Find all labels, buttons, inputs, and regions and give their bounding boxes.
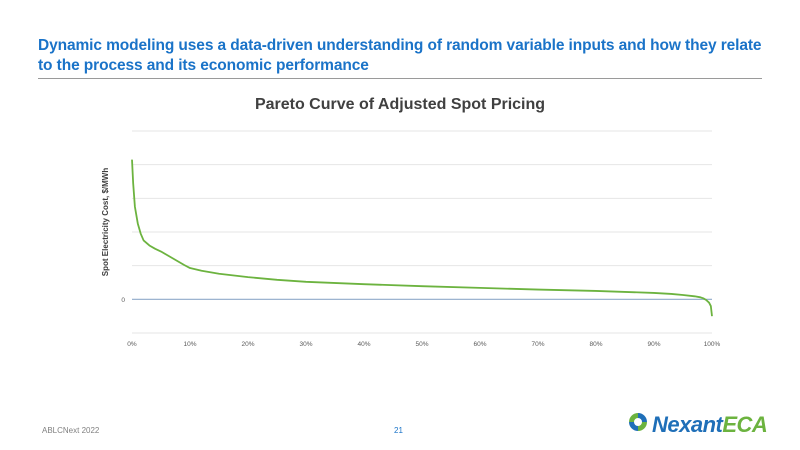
x-tick-label: 10% [183, 341, 196, 348]
x-tick-label: 40% [357, 341, 370, 348]
gridlines [132, 130, 712, 334]
company-logo: NexantECA [626, 407, 776, 443]
y-axis-label: Spot Electricity Cost, $/MWh [101, 168, 110, 277]
logo-wordmark: NexantECA [652, 412, 768, 438]
title-divider [38, 78, 762, 79]
tick-labels: 0% 10% 20% 30% 40% 50% 60% 70% 80% 90% 100% 0 [121, 297, 720, 348]
chart-title: Pareto Curve of Adjusted Spot Pricing [254, 96, 546, 113]
x-tick-label: 0% [127, 341, 137, 348]
x-tick-label: 80% [589, 341, 602, 348]
logo-wordmark-part2: ECA [722, 412, 768, 437]
logo-mark-icon [629, 413, 647, 431]
slide-headline: Dynamic modeling uses a data-driven unde… [38, 37, 762, 74]
logo-wordmark-part1: Nexant [652, 412, 723, 437]
x-tick-label: 30% [299, 341, 312, 348]
y-tick-label: 0 [121, 297, 125, 304]
x-tick-label: 60% [473, 341, 486, 348]
x-tick-label: 50% [415, 341, 428, 348]
x-tick-label: 100% [704, 341, 721, 348]
x-tick-label: 90% [647, 341, 660, 348]
series-line [131, 159, 713, 317]
x-tick-label: 20% [241, 341, 254, 348]
page-number: 21 [394, 426, 403, 435]
footer-event: ABLCNext 2022 [42, 426, 100, 435]
x-tick-label: 70% [531, 341, 544, 348]
